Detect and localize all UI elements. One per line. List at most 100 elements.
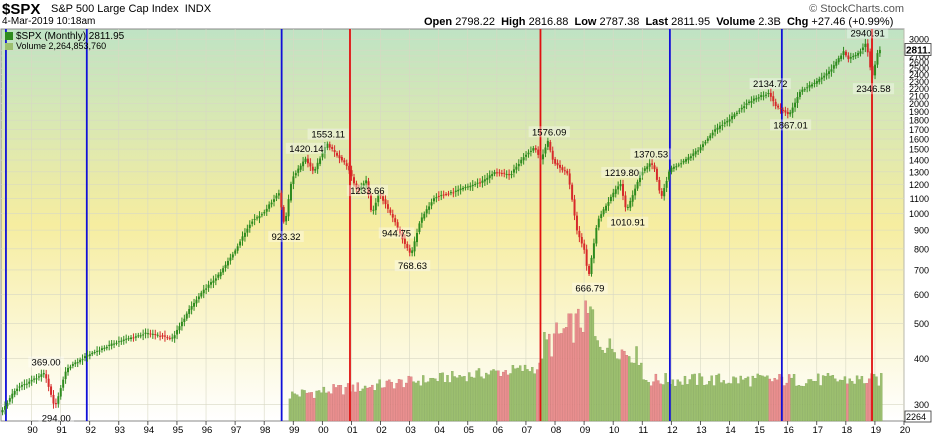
volume-bar [836, 381, 839, 422]
x-tick-label: 98 [260, 425, 271, 436]
candle-body [428, 206, 431, 210]
candle-body [343, 160, 346, 163]
volume-bar [446, 375, 449, 422]
candle-body [573, 199, 576, 216]
volume-bar [465, 381, 469, 422]
annotation-bg [749, 78, 791, 90]
volume-bar [741, 379, 745, 422]
x-tick-label: 99 [289, 425, 300, 436]
candle-body [481, 180, 484, 183]
candle-body [668, 171, 671, 180]
x-tick-label: 94 [144, 425, 155, 436]
candle-body [28, 381, 31, 384]
annotation-bg [38, 412, 75, 424]
candle-body [110, 343, 113, 346]
candle-body [847, 55, 850, 60]
candle-body [108, 344, 111, 346]
volume-bar [768, 378, 772, 422]
candle-body [527, 152, 530, 155]
stockcharts-logo[interactable]: © StockCharts.com [809, 3, 904, 15]
volume-bar [458, 375, 461, 422]
y-tick-label: 2700 [909, 51, 929, 61]
grid-lines [1, 29, 905, 421]
candle-body [474, 183, 477, 185]
volume-bar [853, 383, 856, 422]
volume-bar [659, 383, 662, 422]
x-tick-label: 00 [318, 425, 329, 436]
volume-bar [807, 379, 810, 422]
candle-body [636, 181, 639, 189]
candle-body [350, 170, 353, 177]
candle-body [54, 403, 57, 405]
volume-bar [664, 373, 667, 422]
candle-body [120, 340, 123, 342]
volume-bar [720, 382, 723, 422]
volume-bar [492, 369, 495, 422]
candle-body [83, 356, 86, 358]
candle-body [185, 313, 188, 319]
volume-bar [778, 374, 781, 422]
candle-body [818, 79, 821, 83]
candle-body [549, 142, 552, 151]
y-tick-label: 2400 [909, 70, 929, 80]
annotation-label: 1233.66 [350, 186, 384, 197]
annotations: 369.00 294.00 923.32 1420.14 1553.11 1233.66 9… [28, 28, 895, 424]
candle-body [813, 82, 816, 84]
volume-bar [615, 358, 619, 422]
candle-body [25, 383, 28, 385]
volume-bar [448, 382, 452, 422]
annotation-label: 768.63 [398, 261, 427, 272]
volume-bar [361, 388, 364, 422]
candle-body [86, 355, 89, 357]
volume-bar [395, 383, 398, 422]
candle-body [316, 162, 319, 170]
x-tick-label: 93 [114, 425, 125, 436]
candle-body [820, 77, 823, 80]
volume-bar [320, 392, 323, 422]
volume-bar [460, 376, 464, 422]
candle-body [648, 163, 651, 167]
candle-body [779, 107, 782, 109]
candle-body [435, 197, 438, 199]
candle-body [442, 194, 445, 196]
volume-bar [754, 378, 757, 422]
candle-body [762, 95, 765, 97]
volume-bar [518, 365, 522, 422]
candle-body [23, 384, 26, 386]
candle-body [88, 354, 91, 356]
candle-body [251, 221, 254, 224]
volume-bar [855, 375, 859, 422]
candle-body [243, 232, 246, 237]
candle-body [372, 209, 375, 211]
legend-volume: Volume 2,264,853,760 [16, 41, 106, 51]
candle-body [823, 75, 826, 78]
candle-body [379, 194, 382, 196]
candle-body [612, 192, 615, 198]
y-tick-label: 1500 [909, 145, 929, 155]
volume-bar [729, 383, 733, 422]
y-tick-label: 700 [914, 265, 929, 275]
candle-body [454, 190, 457, 192]
volume-bar [300, 389, 304, 422]
open-value: 2798.22 [455, 16, 495, 28]
candle-body [35, 378, 38, 380]
volume-bar [623, 350, 626, 422]
candle-body [168, 337, 171, 339]
candle-body [835, 61, 838, 66]
volume-bar [359, 390, 362, 422]
symbol: $SPX [2, 1, 41, 18]
volume-bar [317, 390, 321, 422]
candle-body [16, 388, 19, 391]
annotation-label: 944.75 [382, 228, 411, 239]
x-tick-label: 95 [173, 425, 184, 436]
volume-bar [293, 393, 297, 422]
candle-body [859, 51, 862, 54]
candle-body [374, 202, 377, 211]
volume-bar [441, 372, 444, 422]
candle-body [825, 73, 828, 76]
volume-bar [577, 308, 580, 422]
candle-body [757, 97, 760, 99]
candle-body [500, 172, 503, 174]
volume-bar [698, 373, 701, 422]
candle-body [45, 374, 48, 379]
